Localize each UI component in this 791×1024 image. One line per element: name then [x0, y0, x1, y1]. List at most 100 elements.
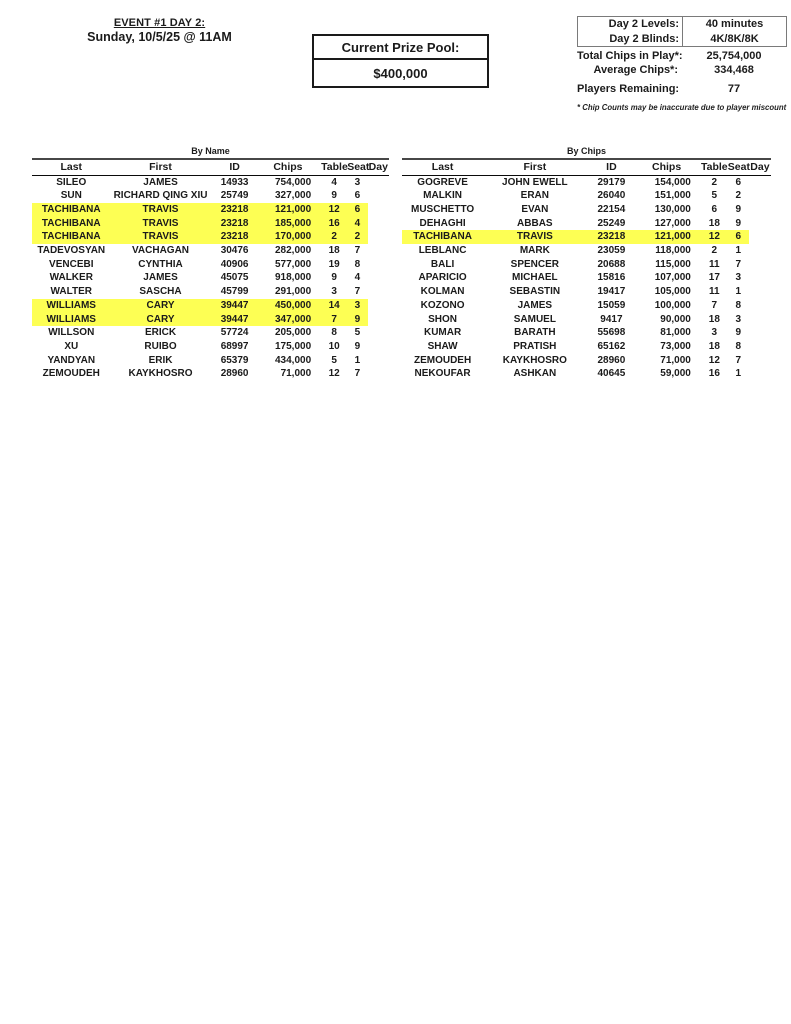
cell-first: KAYKHOSRO — [128, 368, 193, 380]
cell-day — [368, 367, 389, 381]
player-row: KUMAR BARATH 55698 81,000 3 9 — [402, 326, 771, 340]
player-row: ZEMOUDEH KAYKHOSRO 28960 71,000 12 7 — [32, 367, 389, 381]
cell-last: DEHAGHI — [419, 217, 466, 229]
cell-table: 3 — [711, 327, 718, 339]
cell-last: KOLMAN — [420, 286, 465, 298]
cell-id: 40645 — [597, 368, 626, 380]
cell-chips: 107,000 — [654, 272, 691, 284]
cell-last: XU — [64, 340, 79, 352]
cell-id: 25749 — [220, 190, 249, 202]
cell-day — [749, 340, 771, 354]
cell-id: 45075 — [220, 272, 249, 284]
column-header-first: First — [110, 160, 211, 176]
player-row: KOLMAN SEBASTIN 19417 105,000 11 1 — [402, 285, 771, 299]
cell-last: WILLIAMS — [32, 298, 111, 313]
cell-table: 17 — [708, 272, 720, 284]
player-row: DEHAGHI ABBAS 25249 127,000 18 9 — [402, 217, 771, 231]
cell-id: 23218 — [210, 202, 259, 217]
cell-seat: 6 — [727, 230, 749, 245]
cell-last: LEBLANC — [418, 245, 467, 257]
cell-last: TACHIBANA — [32, 216, 111, 231]
total-chips-value: 25,754,000 — [706, 50, 762, 62]
players-remaining-value: 77 — [727, 83, 741, 95]
cell-table: 9 — [331, 190, 337, 202]
cell-first: RICHARD QING XIU — [113, 190, 208, 202]
cell-id: 22154 — [597, 203, 626, 215]
cell-last: MUSCHETTO — [411, 203, 475, 215]
cell-id: 26040 — [597, 190, 626, 202]
cell-last: WILLSON — [48, 327, 95, 339]
cell-table: 2 — [711, 245, 718, 257]
cell-first: JAMES — [143, 176, 178, 188]
cell-table: 12 — [328, 368, 340, 380]
cell-seat: 7 — [354, 245, 361, 257]
cell-day — [368, 189, 389, 203]
cell-first: CARY — [110, 298, 211, 313]
cell-first: ERICK — [144, 327, 177, 339]
cell-chips: 130,000 — [654, 203, 691, 215]
cell-first: MICHAEL — [512, 272, 558, 284]
header-row: Last First ID Chips Table Seat Day — [32, 160, 389, 176]
cell-day — [749, 175, 771, 189]
player-row: WILLSON ERICK 57724 205,000 8 5 — [32, 326, 389, 340]
cell-seat: 1 — [735, 245, 742, 257]
cell-day — [749, 299, 771, 313]
column-header-seat: Seat — [347, 160, 370, 176]
cell-last: ZEMOUDEH — [413, 354, 472, 366]
cell-id: 23059 — [597, 245, 626, 257]
header-row: Last First ID Chips Table Seat Day — [402, 160, 771, 176]
player-row: VENCEBI CYNTHIA 40906 577,000 19 8 — [32, 258, 389, 272]
cell-first: EVAN — [521, 203, 549, 215]
cell-chips: 754,000 — [275, 176, 312, 188]
day2-levels-value: 40 minutes — [682, 17, 786, 32]
day2-blinds-label: Day 2 Blinds: — [609, 32, 679, 45]
column-header-first: First — [483, 160, 587, 176]
prize-pool-label: Current Prize Pool: — [314, 36, 487, 60]
cell-table: 9 — [331, 272, 337, 284]
cell-seat: 7 — [354, 368, 361, 380]
player-row: TADEVOSYAN VACHAGAN 30476 282,000 18 7 — [32, 244, 389, 258]
players-remaining-row: Players Remaining: 77 — [577, 82, 787, 96]
cell-chips: 918,000 — [275, 272, 312, 284]
cell-day — [368, 299, 389, 313]
cell-seat: 7 — [354, 286, 361, 298]
cell-seat: 5 — [354, 327, 361, 339]
cell-table: 10 — [328, 340, 340, 352]
cell-id: 30476 — [220, 245, 249, 257]
cell-table: 12 — [700, 230, 728, 245]
by-name-table: Last First ID Chips Table Seat Day SILEO JAMES 14… — [32, 160, 389, 381]
cell-day — [749, 354, 771, 368]
cell-chips: 71,000 — [660, 354, 691, 366]
cell-first: SEBASTIN — [509, 286, 561, 298]
prize-pool-value: $400,000 — [373, 65, 428, 81]
cell-table: 18 — [708, 313, 720, 325]
cell-seat: 2 — [347, 230, 368, 245]
cell-seat: 3 — [735, 313, 742, 325]
player-row: MALKIN ERAN 26040 151,000 5 2 — [402, 189, 771, 203]
by-name-table-section: By Name Last First ID Chips Table Seat Day SILE… — [32, 146, 389, 381]
cell-seat: 1 — [735, 368, 742, 380]
cell-first: PRATISH — [513, 340, 557, 352]
cell-chips: 577,000 — [275, 258, 312, 270]
cell-first: JOHN EWELL — [502, 176, 568, 188]
cell-last: SHON — [428, 313, 458, 325]
event-title: EVENT #1 DAY 2: — [113, 17, 206, 29]
cell-chips: 175,000 — [275, 340, 312, 352]
cell-last: SUN — [60, 190, 82, 202]
cell-day — [368, 285, 389, 299]
cell-seat: 6 — [735, 176, 742, 188]
cell-seat: 9 — [735, 327, 742, 339]
player-row: XU RUIBO 68997 175,000 10 9 — [32, 340, 389, 354]
tables-area: By Name Last First ID Chips Table Seat Day SILE… — [32, 146, 771, 381]
cell-chips: 450,000 — [258, 298, 322, 313]
cell-id: 15816 — [597, 272, 626, 284]
cell-chips: 73,000 — [660, 340, 691, 352]
cell-chips: 327,000 — [275, 190, 312, 202]
cell-id: 28960 — [597, 354, 626, 366]
column-header-day: Day — [748, 160, 771, 176]
cell-chips: 90,000 — [660, 313, 691, 325]
cell-table: 12 — [321, 202, 348, 217]
cell-first: JAMES — [517, 299, 553, 311]
cell-last: WALKER — [49, 272, 93, 284]
cell-id: 20688 — [597, 258, 626, 270]
